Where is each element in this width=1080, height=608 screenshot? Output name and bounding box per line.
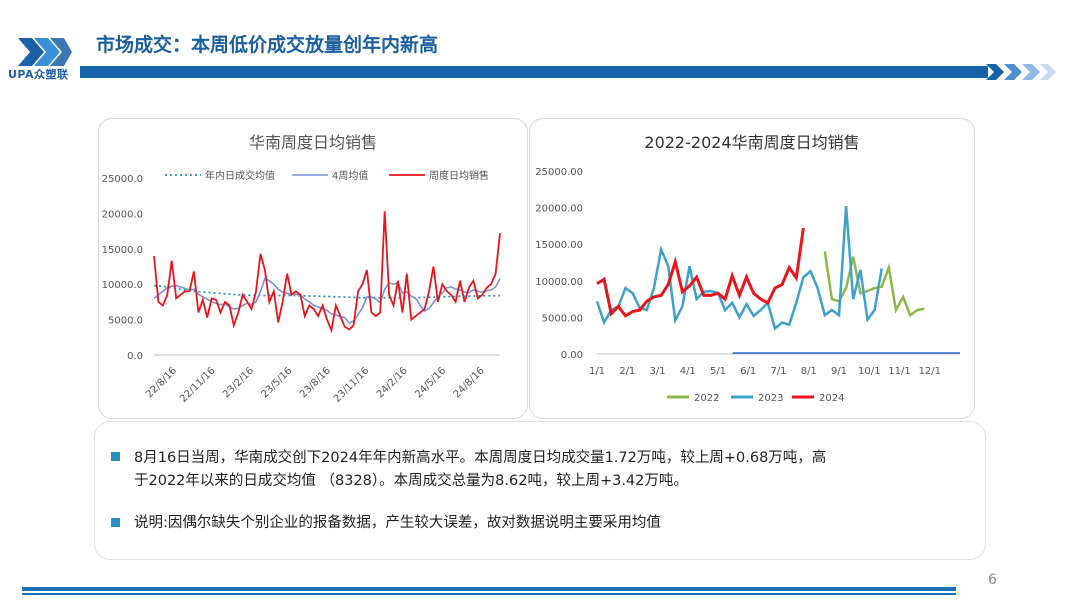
x-tick-label: 6/1 (740, 366, 756, 377)
x-tick-label: 23/11/16 (332, 365, 372, 405)
x-tick-label: 24/2/16 (375, 365, 410, 400)
legend-label: 4周均值 (332, 169, 368, 182)
y-tick-label: 0.0 (127, 351, 143, 362)
x-tick-label: 7/1 (770, 366, 786, 377)
legend-label: 周度日均销售 (429, 169, 489, 182)
note-2-line-1: 说明:因偶尔缺失个别企业的报备数据，产生较大误差，故对数据说明主要采用均值 (134, 515, 661, 531)
page-title: 市场成交：本周低价成交放量创年内新高 (96, 34, 439, 56)
y-tick-label: 20000.0 (102, 209, 143, 220)
y-tick-label: 25000.00 (535, 167, 583, 178)
y-tick-label: 10000.0 (102, 280, 143, 291)
x-tick-label: 8/1 (801, 366, 817, 377)
footer-line-thin (22, 593, 956, 595)
bullet-square-icon (111, 452, 120, 461)
x-tick-label: 3/1 (649, 366, 665, 377)
y-tick-label: 0.00 (561, 350, 583, 361)
chart-title: 2022-2024华南周度日均销售 (644, 133, 859, 152)
page-number: 6 (988, 572, 997, 588)
legend-label: 年内日成交均值 (205, 169, 275, 182)
x-tick-label: 12/1 (919, 366, 941, 377)
y-tick-label: 5000.00 (542, 313, 583, 324)
y-tick-label: 20000.00 (535, 204, 583, 215)
x-tick-label: 10/1 (858, 366, 880, 377)
series-line-4周均值 (153, 277, 501, 325)
x-tick-label: 1/1 (589, 366, 605, 377)
x-tick-label: 4/1 (680, 366, 696, 377)
logo-text: UPA众塑联 (8, 68, 69, 81)
series-line-2024 (596, 227, 805, 318)
x-tick-label: 2/1 (619, 366, 635, 377)
series-line-周度日均销售 (153, 211, 501, 334)
bullet-square-icon (111, 518, 120, 527)
x-tick-label: 22/11/16 (178, 365, 218, 405)
x-tick-label: 5/1 (710, 366, 726, 377)
upa-logo (18, 38, 72, 66)
note-1-line-2: 于2022年以来的日成交均值 （8328）。本周成交总量为8.62吨，较上周+3… (134, 473, 688, 489)
x-tick-label: 9/1 (831, 366, 847, 377)
y-tick-label: 15000.00 (535, 240, 583, 251)
x-tick-label: 23/2/16 (221, 365, 256, 400)
y-tick-label: 10000.00 (535, 277, 583, 288)
legend-label: 2023 (758, 393, 783, 404)
chart-weekly-sales: 华南周度日均销售 25000.0 20000.0 15000.0 10000.0 5000… (102, 133, 501, 405)
series-line-2023 (595, 206, 883, 331)
chart-panel-yearly: 2022-2024华南周度日均销售 25000.00 20000.00 15000.0… (529, 118, 975, 419)
title-bar (80, 66, 988, 78)
chart-yearly-compare: 2022-2024华南周度日均销售 25000.00 20000.00 15000.0… (535, 133, 960, 404)
legend-label: 2022 (694, 393, 719, 404)
note-1-line-1: 8月16日当周，华南成交创下2024年年内新高水平。本周周度日均成交量1.72万… (134, 450, 827, 466)
x-tick-label: 11/1 (888, 366, 910, 377)
chart-title: 华南周度日均销售 (249, 133, 377, 152)
x-tick-label: 24/5/16 (413, 365, 448, 400)
x-tick-label: 22/8/16 (144, 365, 179, 400)
notes-box (94, 421, 986, 560)
y-tick-label: 25000.0 (102, 174, 143, 185)
chevron-arrows-icon (986, 64, 1056, 80)
chart-panel-weekly: 华南周度日均销售 25000.0 20000.0 15000.0 10000.0 5000… (98, 118, 528, 419)
x-tick-label: 24/8/16 (452, 365, 487, 400)
legend-label: 2024 (819, 393, 844, 404)
y-tick-label: 15000.0 (102, 245, 143, 256)
y-tick-label: 5000.0 (108, 316, 143, 327)
x-tick-label: 23/5/16 (259, 365, 294, 400)
footer-line (22, 587, 956, 591)
x-tick-label: 23/8/16 (298, 365, 333, 400)
